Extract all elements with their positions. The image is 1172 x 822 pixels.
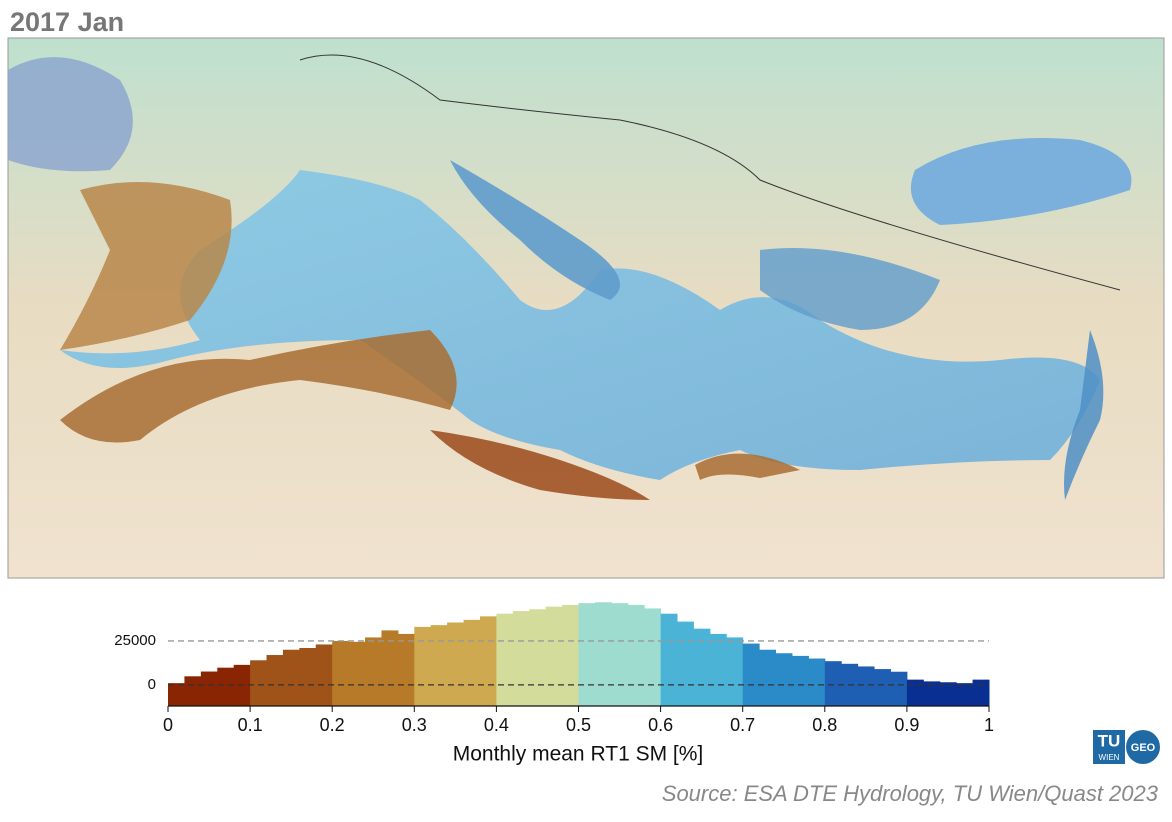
- map: [7, 37, 1165, 579]
- histogram-bar: [397, 633, 415, 706]
- histogram-bar: [529, 609, 547, 706]
- histogram-bar: [627, 604, 645, 706]
- histogram-bar: [791, 655, 809, 706]
- histogram-bar: [677, 621, 694, 706]
- histogram-bar: [693, 628, 711, 706]
- x-tick-label: 0.4: [484, 715, 509, 735]
- histogram-bar: [857, 666, 875, 706]
- histogram-bar: [742, 643, 760, 706]
- title: 2017 Jan: [10, 7, 124, 37]
- histogram-bar: [923, 681, 941, 706]
- histogram-bar: [824, 661, 842, 706]
- logo-geo: GEO: [1131, 742, 1156, 754]
- x-tick-label: 0.5: [566, 715, 591, 735]
- histogram-bar: [184, 676, 202, 706]
- histogram-bar: [496, 613, 514, 706]
- logo-tu: TU: [1098, 731, 1121, 750]
- histogram-bar: [874, 669, 891, 706]
- x-tick-label: 0.6: [648, 715, 673, 735]
- x-tick-label: 0.9: [894, 715, 919, 735]
- histogram-bar: [644, 608, 662, 706]
- histogram-bar: [594, 602, 612, 706]
- histogram-bar: [726, 637, 744, 706]
- x-tick-label: 0.2: [320, 715, 345, 735]
- logo-wien: WIEN: [1099, 753, 1120, 762]
- logo: TU WIEN GEO: [1093, 730, 1160, 764]
- source: Source: ESA DTE Hydrology, TU Wien/Quast…: [662, 781, 1159, 806]
- histogram-bar: [759, 649, 777, 706]
- histogram-bar: [430, 625, 448, 706]
- histogram-bar: [348, 641, 366, 706]
- histogram-bar: [414, 626, 432, 706]
- x-tick-label: 0.8: [812, 715, 837, 735]
- histogram-bar: [808, 658, 826, 706]
- x-tick-label: 0.1: [238, 715, 263, 735]
- histogram-bar: [365, 637, 382, 706]
- histogram-bar: [463, 619, 481, 706]
- histogram-bar: [250, 660, 268, 706]
- histogram-bar: [447, 622, 465, 706]
- histogram-bar: [266, 655, 284, 706]
- histogram-bar: [315, 644, 333, 706]
- histogram-bar: [299, 647, 317, 706]
- histogram-bar: [906, 679, 924, 706]
- histogram-bar: [578, 603, 596, 706]
- histogram-bar: [709, 633, 727, 706]
- histogram-bar: [545, 606, 563, 706]
- x-axis-label: Monthly mean RT1 SM [%]: [453, 743, 704, 766]
- histogram-bar: [381, 630, 399, 706]
- histogram-bar: [775, 653, 793, 706]
- histogram-bar: [332, 640, 350, 706]
- histogram-bar: [890, 671, 908, 706]
- histogram-bar: [939, 682, 957, 706]
- histogram-bar: [200, 671, 218, 706]
- x-tick-label: 1: [984, 715, 994, 735]
- histogram-bar: [168, 683, 185, 706]
- histogram-bar: [562, 604, 579, 706]
- histogram-bar: [512, 611, 530, 706]
- histogram-bar: [956, 683, 974, 706]
- histogram-bar: [217, 667, 235, 706]
- histogram-bar: [479, 616, 497, 706]
- histogram-bar: [660, 613, 678, 706]
- x-tick-label: 0.3: [402, 715, 427, 735]
- histogram-bar: [972, 679, 990, 706]
- x-tick-label: 0.7: [730, 715, 755, 735]
- x-tick-label: 0: [163, 715, 173, 735]
- histogram-bar: [611, 603, 629, 706]
- y-tick-label: 0: [148, 676, 156, 693]
- y-tick-label: 25000: [114, 632, 156, 649]
- histogram-bar: [282, 649, 300, 706]
